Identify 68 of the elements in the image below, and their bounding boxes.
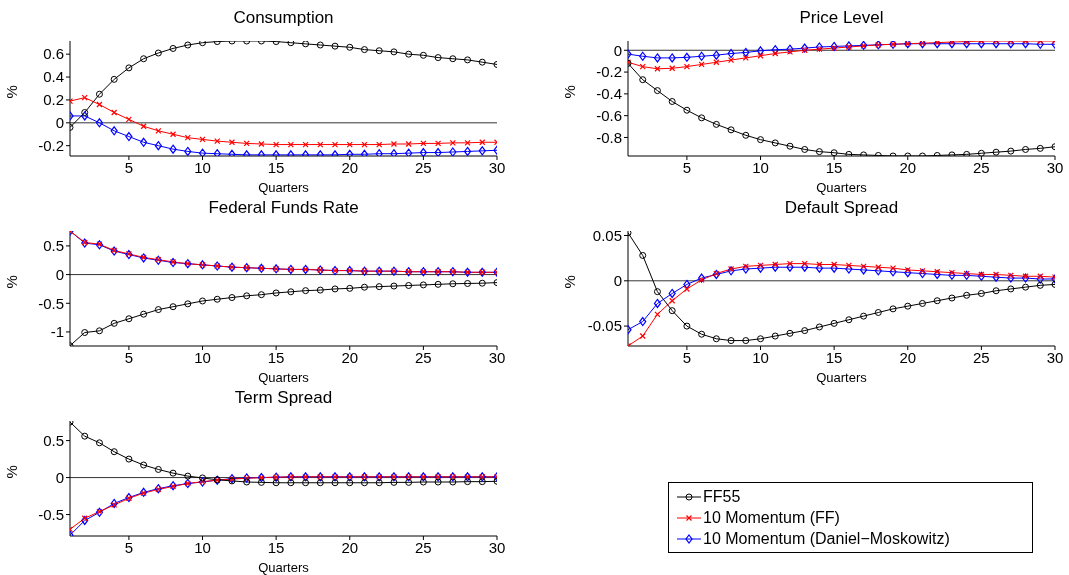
y-tick-label: 0 xyxy=(613,41,622,59)
y-tick-label: -0.8 xyxy=(596,128,622,146)
y-tick-label: 0.6 xyxy=(43,45,64,63)
x-tick-label: 10 xyxy=(752,158,769,176)
legend-label: 10 Momentum (Daniel−Moskowitz) xyxy=(703,529,950,548)
y-tick-label: -0.4 xyxy=(596,85,622,103)
y-tick-label: 0.4 xyxy=(43,68,64,86)
y-axis-title: % xyxy=(561,275,579,289)
y-tick-label: 0 xyxy=(55,114,64,132)
x-tick-label: 10 xyxy=(752,348,769,366)
x-axis-title: Quarters xyxy=(816,180,868,195)
y-tick-label: 0.5 xyxy=(43,431,64,449)
x-axis-title: Quarters xyxy=(258,370,310,385)
x-axis-title: Quarters xyxy=(258,180,310,195)
x-tick-label: 10 xyxy=(194,538,211,556)
y-tick-label: -1 xyxy=(50,323,64,341)
x-tick-label: 5 xyxy=(124,348,134,366)
x-tick-label: 15 xyxy=(267,348,285,366)
y-tick-label: -0.6 xyxy=(596,106,622,124)
chart-title: Federal Funds Rate xyxy=(207,198,360,218)
y-tick-label: 0.5 xyxy=(43,237,64,255)
y-axis-title: % xyxy=(3,465,21,479)
x-tick-label: 10 xyxy=(194,348,211,366)
y-tick-label: -0.05 xyxy=(587,317,622,335)
x-tick-label: 20 xyxy=(341,158,359,176)
x-tick-label: 25 xyxy=(973,158,990,176)
y-axis-title: % xyxy=(561,85,579,99)
x-tick-label: 25 xyxy=(973,348,990,366)
x-tick-label: 20 xyxy=(899,348,917,366)
x-tick-label: 15 xyxy=(825,348,843,366)
x-tick-label: 25 xyxy=(415,538,432,556)
legend-label: FF55 xyxy=(703,487,741,506)
x-tick-label: 30 xyxy=(1046,158,1064,176)
x-tick-label: 25 xyxy=(415,158,432,176)
x-tick-label: 15 xyxy=(267,158,285,176)
x-tick-label: 25 xyxy=(415,348,432,366)
legend-label: 10 Momentum (FF) xyxy=(703,508,840,527)
x-tick-label: 30 xyxy=(1046,348,1064,366)
x-tick-label: 30 xyxy=(488,158,506,176)
y-tick-label: 0 xyxy=(613,272,622,290)
x-tick-label: 20 xyxy=(341,538,359,556)
chart-title: Price Level xyxy=(798,8,885,28)
y-tick-label: 0 xyxy=(55,265,64,283)
chart-title: Term Spread xyxy=(233,388,334,408)
x-tick-label: 20 xyxy=(341,348,359,366)
x-tick-label: 5 xyxy=(682,158,692,176)
y-axis-title: % xyxy=(3,275,21,289)
x-axis-title: Quarters xyxy=(816,370,868,385)
x-tick-label: 10 xyxy=(194,158,211,176)
x-tick-label: 30 xyxy=(488,348,506,366)
y-axis-title: % xyxy=(3,85,21,99)
y-tick-label: 0 xyxy=(55,468,64,486)
chart-title: Default Spread xyxy=(783,198,900,218)
x-tick-label: 5 xyxy=(124,538,134,556)
y-tick-label: 0.05 xyxy=(592,226,622,244)
y-tick-label: 0.2 xyxy=(43,91,64,109)
x-tick-label: 5 xyxy=(682,348,692,366)
x-tick-label: 5 xyxy=(124,158,134,176)
x-axis-title: Quarters xyxy=(258,560,310,575)
x-tick-label: 15 xyxy=(267,538,285,556)
x-tick-label: 30 xyxy=(488,538,506,556)
y-tick-label: -0.5 xyxy=(38,505,64,523)
x-tick-label: 20 xyxy=(899,158,917,176)
y-tick-label: -0.2 xyxy=(596,63,622,81)
y-tick-label: -0.2 xyxy=(38,137,64,155)
chart-title: Consumption xyxy=(232,8,335,28)
y-tick-label: -0.5 xyxy=(38,294,64,312)
x-tick-label: 15 xyxy=(825,158,843,176)
